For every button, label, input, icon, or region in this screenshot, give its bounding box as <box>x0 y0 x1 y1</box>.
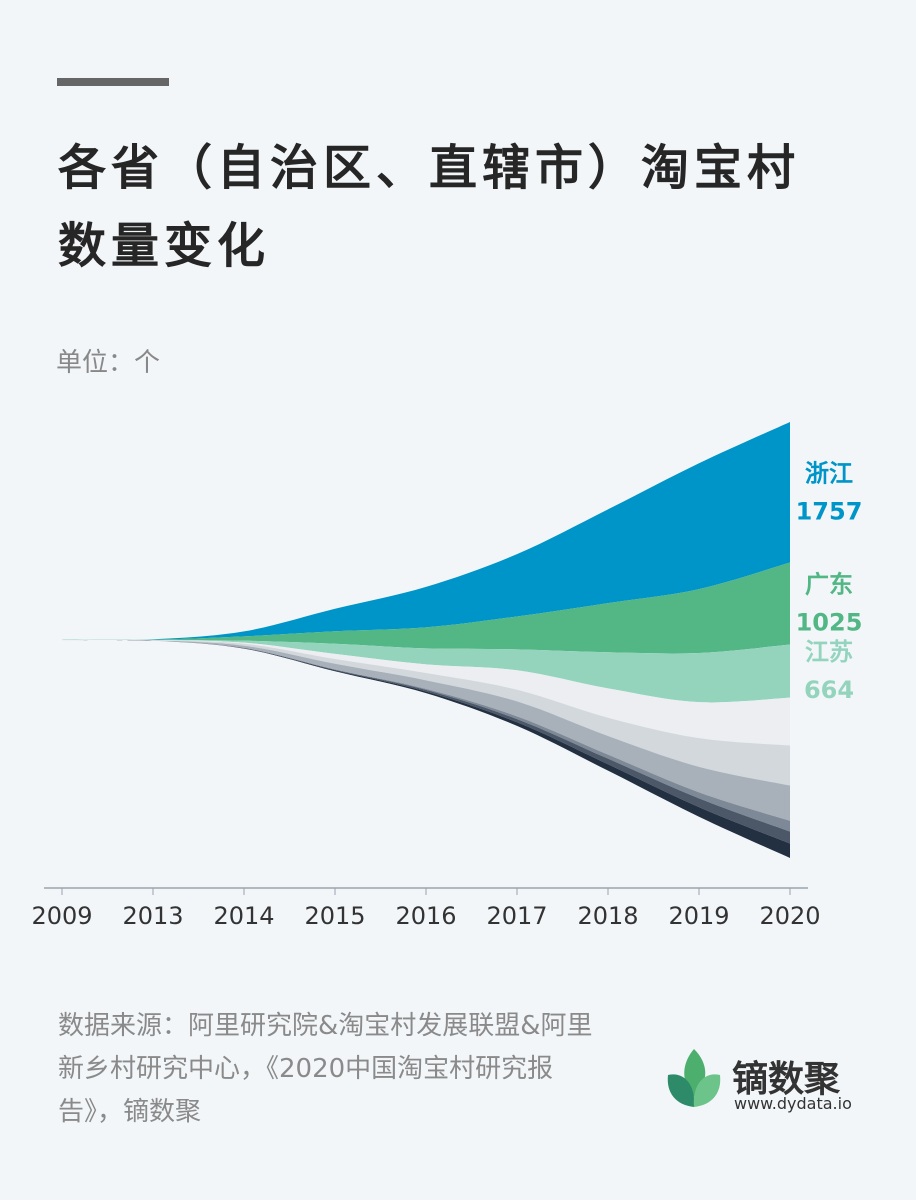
stream-layer <box>62 639 790 746</box>
x-tick-label: 2013 <box>122 902 183 930</box>
x-tick-label: 2020 <box>759 902 820 930</box>
value-label: 664 <box>804 676 854 704</box>
chart-title: 数量变化 <box>58 218 271 274</box>
value-label: 1757 <box>796 497 863 525</box>
value-label: 1025 <box>796 609 863 637</box>
x-tick-label: 2019 <box>668 902 729 930</box>
x-tick-label: 2014 <box>213 902 274 930</box>
brand-url: www.dydata.io <box>734 1094 852 1113</box>
series-name: 江苏 <box>805 638 853 666</box>
x-tick-label: 2018 <box>577 902 638 930</box>
unit-label: 单位：个 <box>56 348 161 378</box>
logo-icon <box>667 1049 721 1107</box>
stream-layer <box>62 639 790 703</box>
title-bar <box>57 78 169 86</box>
brand-name: 镝数聚 <box>732 1059 841 1100</box>
x-tick-label: 2017 <box>486 902 547 930</box>
stream-layer <box>62 422 790 641</box>
stream-layer <box>62 562 790 654</box>
x-tick-label: 2009 <box>31 902 92 930</box>
x-tick-label: 2016 <box>395 902 456 930</box>
x-tick-label: 2015 <box>304 902 365 930</box>
series-name: 浙江 <box>805 459 853 487</box>
stream-layer <box>62 640 790 786</box>
series-name: 广东 <box>805 571 853 599</box>
chart-title: 各省（自治区、直辖市）淘宝村 <box>58 140 801 196</box>
source-note: 数据来源：阿里研究院&淘宝村发展联盟&阿里新乡村研究中心，《2020中国淘宝村研… <box>58 1011 593 1127</box>
